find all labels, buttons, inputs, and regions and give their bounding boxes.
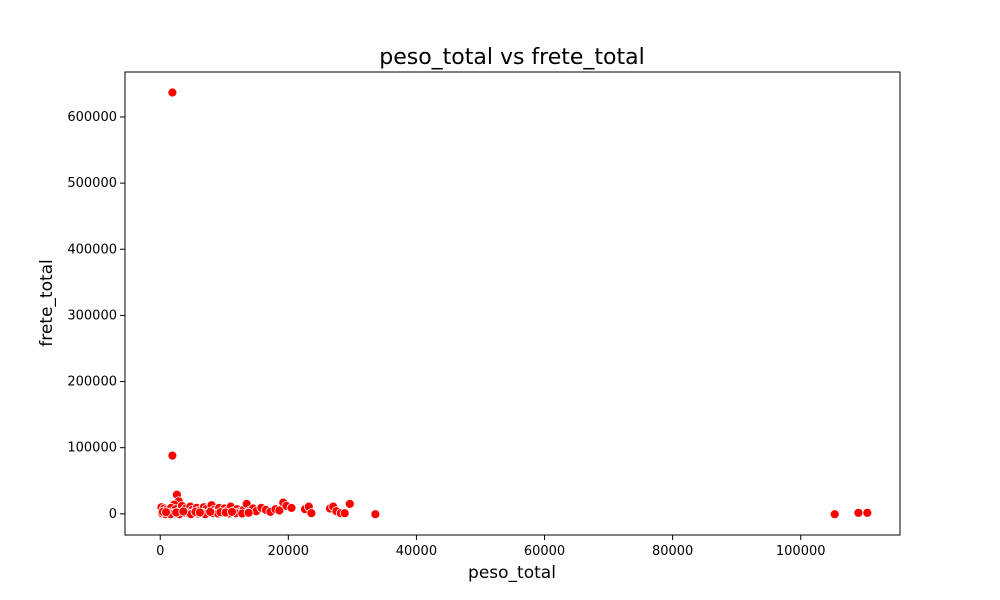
data-point: [167, 450, 178, 461]
axis-ticks: 0 20000 40000 60000 80000 100000 0 100000 200000…: [67, 110, 825, 559]
data-point: [306, 508, 317, 519]
data-point: [227, 506, 237, 517]
x-tick-label: 20000: [268, 544, 309, 559]
data-point: [205, 506, 216, 517]
y-axis-label: frete_total: [37, 259, 57, 347]
x-tick-label: 40000: [396, 544, 437, 559]
data-point: [829, 509, 840, 520]
data-point: [862, 507, 873, 518]
y-tick-label: 100000: [67, 441, 117, 456]
plot-frame: [124, 71, 901, 536]
data-point: [853, 507, 864, 518]
y-tick-label: 0: [109, 507, 117, 522]
data-point: [161, 507, 171, 518]
data-points: [156, 87, 873, 520]
data-point: [167, 87, 178, 98]
y-tick-label: 400000: [67, 242, 117, 257]
y-tick-label: 300000: [67, 308, 117, 323]
x-axis-label: peso_total: [468, 563, 556, 583]
x-tick-label: 0: [156, 544, 164, 559]
x-tick-label: 100000: [776, 544, 826, 559]
y-tick-label: 500000: [67, 176, 117, 191]
chart-title: peso_total vs frete_total: [379, 45, 645, 70]
data-point: [178, 506, 189, 517]
data-point: [194, 507, 205, 518]
x-tick-label: 60000: [524, 544, 565, 559]
data-point: [370, 509, 381, 520]
data-point: [339, 508, 350, 519]
y-tick-label: 600000: [67, 110, 117, 125]
data-point: [274, 505, 285, 516]
data-point: [243, 507, 254, 518]
x-tick-label: 80000: [652, 544, 693, 559]
y-tick-label: 200000: [67, 375, 117, 390]
data-point: [344, 498, 355, 509]
data-point: [286, 502, 297, 513]
